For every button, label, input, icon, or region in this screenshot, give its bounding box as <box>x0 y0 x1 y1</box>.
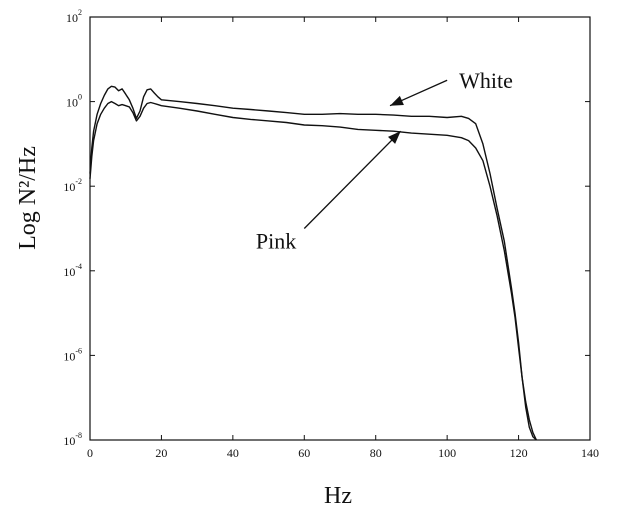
y-tick-exponent: -8 <box>75 431 82 440</box>
y-tick-exponent: -2 <box>75 177 82 186</box>
y-tick-label: 10-8 <box>63 431 82 448</box>
x-tick-label: 0 <box>87 446 93 460</box>
annotation-arrowhead <box>390 95 404 106</box>
axes <box>89 16 591 441</box>
annotation-arrow-line <box>303 130 402 229</box>
annotation-arrowhead <box>388 131 401 144</box>
y-tick-label: 10-6 <box>63 346 82 363</box>
y-tick-base: 10 <box>66 11 78 25</box>
y-tick-exponent: 2 <box>78 8 82 17</box>
series-lines <box>89 85 538 441</box>
series-line-white <box>89 85 537 441</box>
x-tick-label: 100 <box>438 446 456 460</box>
x-tick-label: 80 <box>370 446 382 460</box>
annotations: White Pink <box>256 68 513 253</box>
y-tick-base: 10 <box>63 349 75 363</box>
annotation-label-white: White <box>459 68 513 93</box>
x-tick-label: 40 <box>227 446 239 460</box>
y-tick-exponent: -4 <box>75 262 82 271</box>
y-tick-exponent: 0 <box>78 93 82 102</box>
plot-frame <box>89 16 591 441</box>
x-tick-label: 140 <box>581 446 599 460</box>
y-tick-label: 102 <box>66 8 82 25</box>
y-tick-base: 10 <box>63 434 75 448</box>
x-tick-label: 120 <box>510 446 528 460</box>
series-line-pink <box>89 100 538 441</box>
y-axis-title: Log N²/Hz <box>15 146 41 250</box>
y-tick-label: 100 <box>66 93 82 110</box>
y-tick-base: 10 <box>66 96 78 110</box>
y-tick-base: 10 <box>63 180 75 194</box>
x-tick-label: 60 <box>298 446 310 460</box>
x-tick-label: 20 <box>155 446 167 460</box>
y-tick-base: 10 <box>63 265 75 279</box>
y-tick-exponent: -6 <box>75 346 82 355</box>
annotation-label-pink: Pink <box>256 229 296 254</box>
y-tick-label: 10-4 <box>63 262 82 279</box>
x-axis-title: Hz <box>324 483 352 509</box>
y-tick-label: 10-2 <box>63 177 82 194</box>
